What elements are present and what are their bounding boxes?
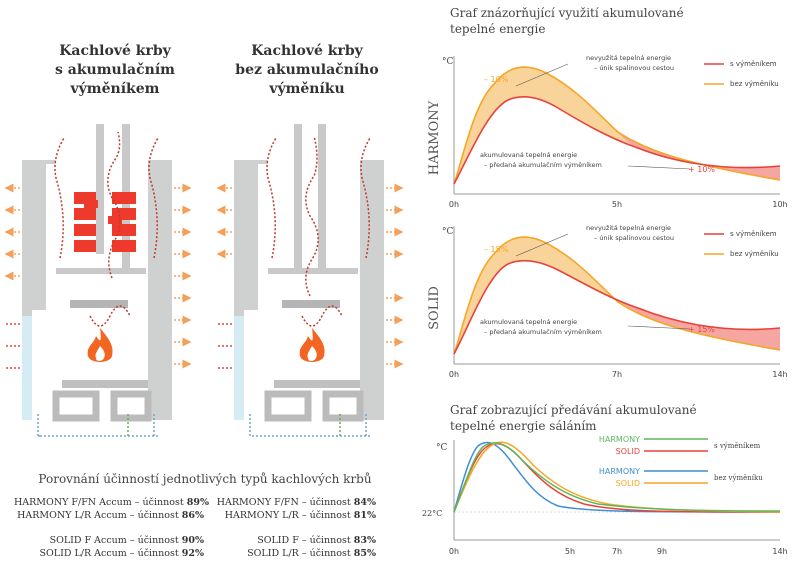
x-tick-label: 5h [565,547,575,556]
accumulation-bricks [74,192,136,252]
chart-radiation: °C 22°C HARMONY SOLID s výměníkem HARMON… [422,435,788,556]
annotation-bottom: – předaná akumulačním výměníkem [484,328,602,336]
annotation-top: – únik spalinovou cestou [594,234,674,242]
annotation-leader [627,325,691,330]
legend-label: HARMONY [599,467,640,476]
series-line-without [453,236,781,355]
chart-solid: SOLID °C – 15% + 15% nevyužitá tepelná e… [427,224,788,379]
chart3-title: Graf zobrazující předávání akumulované te… [450,403,697,433]
efficiency-list-right: HARMONY F/FN – účinnost 84% HARMONY L/R … [212,496,376,560]
series-line-with [453,259,781,355]
y-unit-label: °C [436,443,448,453]
area-fill-orange [454,67,780,184]
annotation-top: – únik spalinovou cestou [594,64,674,72]
chart1-title: Graf znázorňující využití akumulované tep… [450,6,684,36]
series-line-harmony-without [453,441,781,513]
pct-label-bottom: + 10% [688,165,715,174]
annotation-leader [515,233,569,257]
series-line-with [453,95,781,185]
chart-harmony: HARMONY °C – 10% + 10% nevyužitá tepelná… [427,54,788,209]
efficiency-item: SOLID F Accum – účinnost 90% [49,535,204,546]
pct-label-top: – 15% [484,245,509,254]
annotation-leader [515,63,569,87]
legend-label: s výměníkem [730,60,777,68]
efficiency-item: HARMONY L/R – účinnost 81% [224,510,376,521]
x-tick-label: 0h [449,370,459,379]
y-base-label: 22°C [422,509,442,518]
diagram2-title: Kachlové krby bez akumulačního výměníku [235,43,379,97]
annotation-top: nevyužitá tepelná energie [586,54,671,62]
legend-label: bez výměníku [730,80,779,88]
y-unit-label: °C [442,227,454,237]
flame-icon [299,328,325,362]
legend-label: s výměníkem [730,230,777,238]
annotation-bottom: akumulovaná tepelná energie [480,151,577,159]
x-tick-label: 10h [772,200,787,209]
legend-label: SOLID [616,447,640,456]
x-tick-label: 14h [772,370,787,379]
series-line-without [453,66,781,185]
series-line-harmony-with [453,442,781,513]
chart-side-label: SOLID [427,286,442,330]
efficiency-item: HARMONY F/FN – účinnost 84% [216,497,376,508]
annotation-bottom: – předaná akumulačním výměníkem [484,161,602,169]
x-tick-label: 7h [612,547,622,556]
efficiency-item: HARMONY L/R Accum – účinnost 86% [17,510,204,521]
legend-group-label: bez výměníku [714,474,763,482]
fireplace-with-exchanger [4,124,192,437]
x-tick-label: 0h [449,547,459,556]
annotation-leader [627,165,691,170]
area-fill-red [614,298,780,350]
x-tick-label: 7h [612,370,622,379]
flame-icon [87,328,113,362]
fireplace-without-exchanger [216,124,404,437]
x-tick-label: 0h [449,200,459,209]
pct-label-bottom: + 15% [688,325,715,334]
legend-label: SOLID [616,479,640,488]
annotation-bottom: akumulovaná tepelná energie [480,318,577,326]
pct-label-top: – 10% [484,75,509,84]
legend-label: bez výměníku [730,250,779,258]
x-tick-label: 9h [657,547,667,556]
x-tick-label: 14h [772,547,787,556]
diagram1-title: Kachlové krby s akumulačním výměníkem [55,43,175,97]
efficiency-item: HARMONY F/FN Accum – účinnost 89% [14,497,209,508]
efficiency-item: SOLID L/R Accum – účinnost 92% [39,548,204,559]
legend-group-label: s výměníkem [714,442,761,450]
comparison-title: Porovnání účinností jednotlivých typů ka… [38,472,372,486]
annotation-top: nevyužitá tepelná energie [586,224,671,232]
x-tick-label: 5h [612,200,622,209]
chart-side-label: HARMONY [427,100,442,175]
legend-label: HARMONY [599,435,640,444]
series-line-solid-with [453,442,781,513]
efficiency-item: SOLID L/R – účinnost 85% [247,548,376,559]
fireplace-diagrams [4,124,404,437]
efficiency-item: SOLID F – účinnost 83% [257,535,376,546]
efficiency-list-left: HARMONY F/FN Accum – účinnost 89% HARMON… [14,496,209,560]
y-unit-label: °C [442,57,454,67]
